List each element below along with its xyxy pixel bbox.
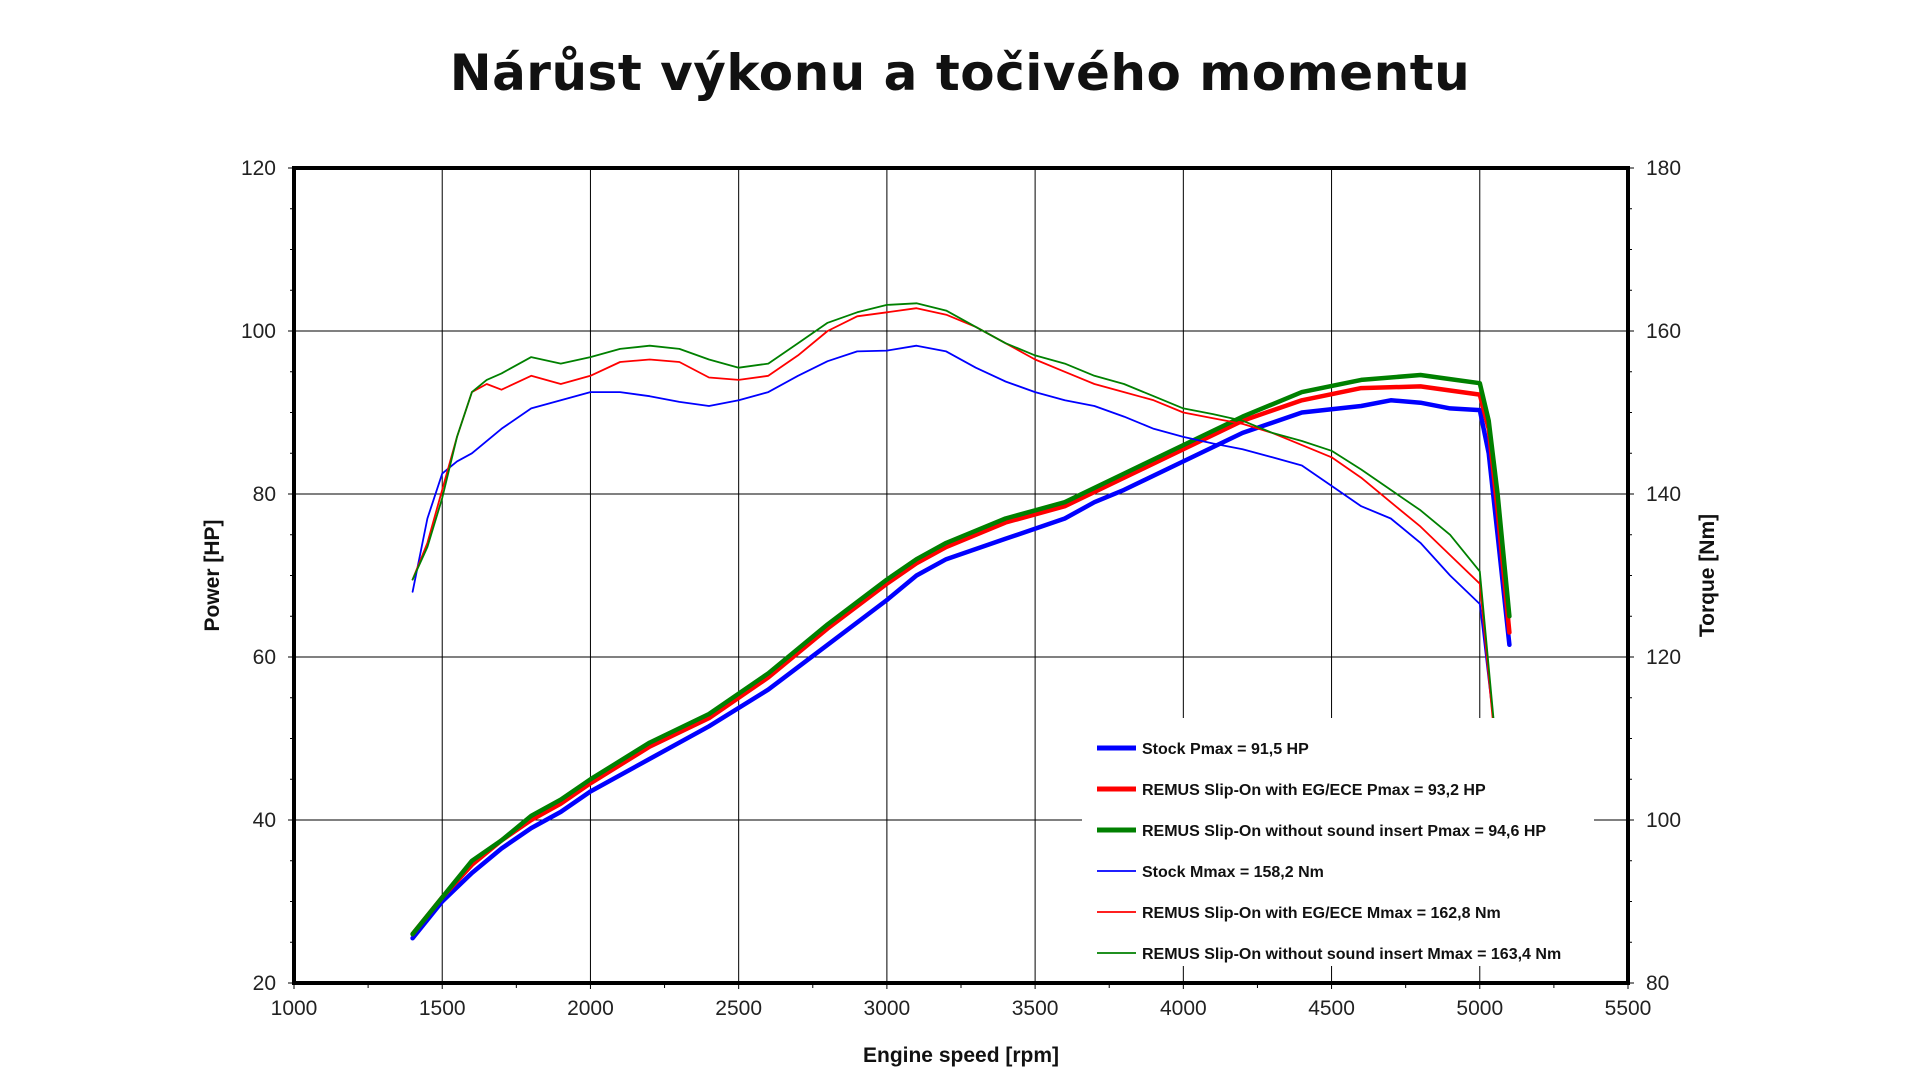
x-tick-label: 2000 xyxy=(567,997,614,1020)
legend-entry-0: Stock Pmax = 91,5 HP xyxy=(1142,741,1309,758)
x-tick-label: 4000 xyxy=(1160,997,1207,1020)
legend-box xyxy=(1082,718,1594,966)
series-line-1 xyxy=(410,384,1512,937)
series-line-3 xyxy=(411,344,1496,732)
series-line-5 xyxy=(411,302,1496,732)
legend: Stock Pmax = 91,5 HP REMUS Slip-On with E… xyxy=(1082,718,1594,966)
x-tick-label: 3500 xyxy=(1012,997,1059,1020)
y2-tick-label: 80 xyxy=(1646,972,1669,995)
series-line-4 xyxy=(411,307,1496,740)
y-tick-label: 60 xyxy=(253,646,276,669)
tick-labels: 1000 1500 2000 2500 3000 3500 4000 4500 5000 5500… xyxy=(241,157,1681,1020)
x-tick-label: 2500 xyxy=(715,997,762,1020)
y-axis-label: Power [HP] xyxy=(201,519,224,631)
y2-tick-label: 180 xyxy=(1646,157,1681,180)
x-tick-label: 3000 xyxy=(864,997,911,1020)
series-lines xyxy=(410,302,1512,941)
y2-tick-label: 160 xyxy=(1646,320,1681,343)
legend-entry-1: REMUS Slip-On with EG/ECE Pmax = 93,2 HP xyxy=(1142,782,1486,799)
y-tick-label: 80 xyxy=(253,483,276,506)
legend-entry-3: Stock Mmax = 158,2 Nm xyxy=(1142,864,1324,881)
legend-entry-4: REMUS Slip-On with EG/ECE Mmax = 162,8 N… xyxy=(1142,905,1501,922)
x-tick-label: 1500 xyxy=(419,997,466,1020)
x-axis-label: Engine speed [rpm] xyxy=(863,1044,1059,1067)
y-tick-label: 20 xyxy=(253,972,276,995)
y2-tick-label: 100 xyxy=(1646,809,1681,832)
plot-frame xyxy=(292,166,1630,985)
legend-entry-5: REMUS Slip-On without sound insert Mmax … xyxy=(1142,946,1561,963)
x-tick-label: 4500 xyxy=(1308,997,1355,1020)
page-title: Nárůst výkonu a točivého momentu xyxy=(449,44,1471,102)
x-tick-label: 5000 xyxy=(1456,997,1503,1020)
x-tick-label: 1000 xyxy=(271,997,318,1020)
y-tick-label: 120 xyxy=(241,157,276,180)
y2-tick-label: 120 xyxy=(1646,646,1681,669)
y2-axis-label: Torque [Nm] xyxy=(1696,514,1719,637)
y2-tick-label: 140 xyxy=(1646,483,1681,506)
series-line-0 xyxy=(410,398,1512,941)
y-tick-label: 100 xyxy=(241,320,276,343)
x-tick-label: 5500 xyxy=(1605,997,1652,1020)
series-line-2 xyxy=(410,372,1512,937)
legend-entry-2: REMUS Slip-On without sound insert Pmax … xyxy=(1142,823,1546,840)
y-tick-label: 40 xyxy=(253,809,276,832)
